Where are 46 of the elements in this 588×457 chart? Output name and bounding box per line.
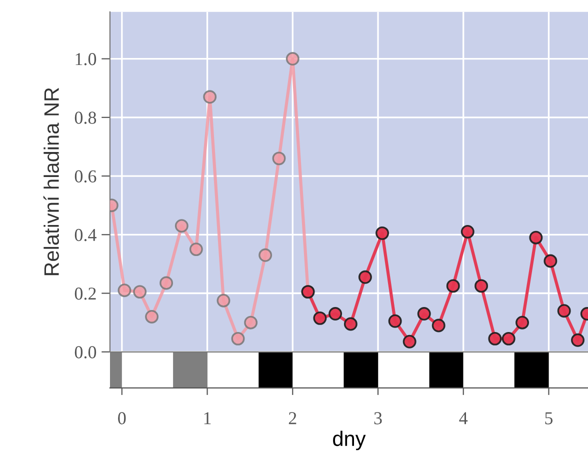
y-tick-label: 0.4 xyxy=(74,228,96,242)
point xyxy=(571,333,584,347)
point xyxy=(174,219,188,233)
point xyxy=(388,314,402,328)
point xyxy=(145,310,159,324)
point xyxy=(286,52,300,66)
point xyxy=(231,332,245,346)
x-tick-label: 2 xyxy=(288,412,296,424)
point xyxy=(474,279,488,293)
point xyxy=(160,276,174,290)
y-axis-title: Relativní hladina NR xyxy=(43,88,59,276)
point xyxy=(446,279,460,293)
point xyxy=(328,307,342,321)
point xyxy=(432,318,446,332)
point xyxy=(118,284,132,298)
y-tick-label: 1.0 xyxy=(76,53,96,66)
point xyxy=(544,254,558,268)
x-axis-title: dny xyxy=(333,430,366,450)
point xyxy=(344,317,358,331)
x-tick-label: 0 xyxy=(118,412,126,424)
point xyxy=(557,304,571,318)
point xyxy=(358,270,372,284)
point xyxy=(402,334,416,348)
point xyxy=(417,307,431,321)
point xyxy=(189,242,203,256)
point xyxy=(313,311,327,325)
point xyxy=(203,90,217,104)
point xyxy=(133,285,147,299)
point xyxy=(488,332,502,346)
x-tick-label: 5 xyxy=(545,412,553,424)
point xyxy=(502,332,516,346)
point xyxy=(258,248,272,262)
point xyxy=(216,294,230,308)
y-tick-label: 0.6 xyxy=(74,170,96,183)
point xyxy=(376,226,390,240)
point xyxy=(529,230,543,244)
x-tick-label: 4 xyxy=(459,412,468,424)
x-tick-label: 1 xyxy=(204,412,211,424)
point xyxy=(244,316,258,330)
y-tick-label: 0.8 xyxy=(74,112,96,124)
y-tick-label: 0.2 xyxy=(74,288,96,300)
x-tick-label: 3 xyxy=(374,412,382,424)
point xyxy=(460,224,474,238)
point xyxy=(272,152,286,166)
y-tick-label: 0.0 xyxy=(74,346,96,358)
point xyxy=(516,316,530,330)
